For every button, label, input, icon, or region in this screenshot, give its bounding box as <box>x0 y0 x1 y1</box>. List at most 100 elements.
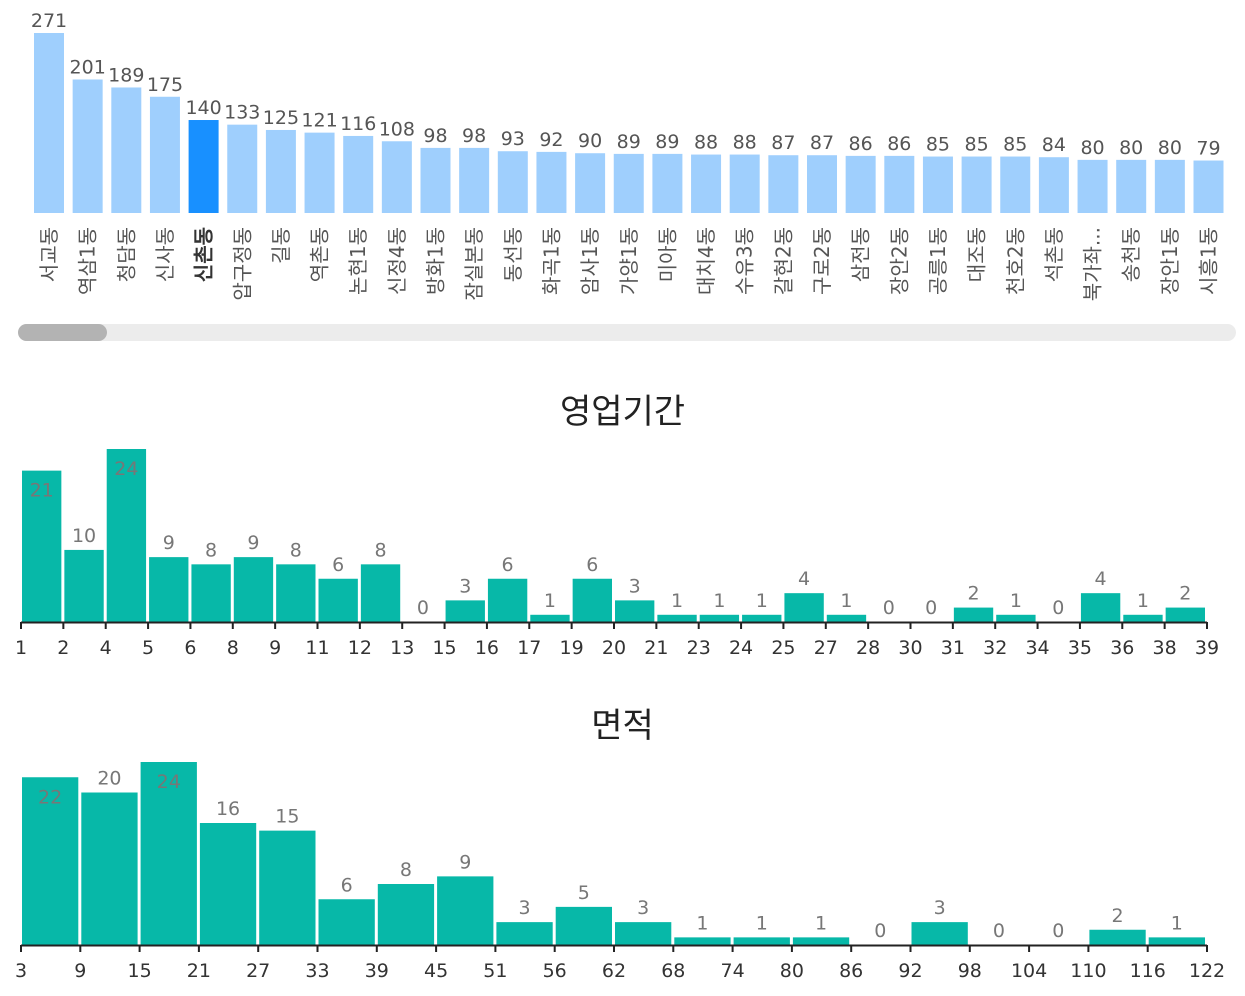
bar-value-label: 1 <box>696 912 708 934</box>
histogram-bar <box>742 614 782 622</box>
bar <box>420 147 451 213</box>
category-label: 석촌동 <box>1042 227 1066 282</box>
bar-value-label: 1 <box>1010 590 1022 612</box>
x-tick-label: 122 <box>1189 960 1225 982</box>
bar-value-label: 3 <box>629 575 641 597</box>
x-tick-label: 116 <box>1130 960 1166 982</box>
x-tick-label: 21 <box>644 637 668 659</box>
bar <box>768 155 799 213</box>
category-label: 가양1동 <box>617 227 641 295</box>
bar-value-label: 0 <box>1052 920 1064 942</box>
x-tick-label: 51 <box>483 960 507 982</box>
category-label: 방화1동 <box>424 227 448 295</box>
x-tick-label: 15 <box>432 637 456 659</box>
bar-value-label: 1 <box>756 590 768 612</box>
bar <box>1038 157 1069 213</box>
bar-value-label: 1 <box>756 912 768 934</box>
category-label: 압구정동 <box>230 227 254 301</box>
histogram-bar <box>259 830 316 945</box>
bar <box>691 154 722 213</box>
bar-value-label: 21 <box>30 480 54 502</box>
category-label: 삼전동 <box>849 227 873 282</box>
bar <box>1077 159 1108 213</box>
histogram-bar <box>377 884 435 945</box>
x-tick-label: 98 <box>958 960 982 982</box>
histogram-bar <box>233 557 274 622</box>
bar-value-label: 16 <box>216 798 240 820</box>
bar-value-label: 92 <box>539 129 563 151</box>
x-tick-label: 19 <box>560 637 584 659</box>
x-tick-label: 6 <box>184 637 196 659</box>
bar-value-label: 93 <box>501 128 525 150</box>
bar-value-label: 10 <box>72 525 96 547</box>
bar <box>343 135 374 213</box>
histogram-bar <box>674 937 731 945</box>
bar-value-label: 2 <box>1179 583 1191 605</box>
bar-value-label: 0 <box>417 597 429 619</box>
bar-value-label: 87 <box>771 132 795 154</box>
category-label: 신촌동 <box>192 227 216 282</box>
x-tick-label: 16 <box>475 637 499 659</box>
histogram-bar <box>360 564 401 622</box>
x-tick-label: 8 <box>227 637 239 659</box>
histogram-bar <box>1148 937 1205 945</box>
x-tick-label: 92 <box>898 960 922 982</box>
dong-bar-chart: 271 서교동 201 역삼1동 189 청담동 175 신사동 140 신촌동 133 압구정동 12… <box>31 10 1224 301</box>
histogram-bar <box>530 614 570 622</box>
bar-value-label: 8 <box>290 539 302 561</box>
x-tick-label: 33 <box>305 960 329 982</box>
category-label: 미아동 <box>655 227 679 282</box>
bar-value-label: 89 <box>617 131 641 153</box>
bar-value-label: 1 <box>1137 590 1149 612</box>
bar <box>884 155 915 213</box>
x-tick-label: 68 <box>661 960 685 982</box>
x-tick-label: 28 <box>856 637 880 659</box>
x-tick-label: 9 <box>269 637 281 659</box>
bar <box>34 33 64 213</box>
bar-value-label: 121 <box>301 110 337 132</box>
histogram-bar <box>496 922 553 945</box>
category-label: 신정4동 <box>385 227 409 295</box>
bar-value-label: 0 <box>993 920 1005 942</box>
bar-value-label: 201 <box>70 56 106 78</box>
bar <box>1193 160 1224 213</box>
histogram-bar <box>445 600 485 622</box>
x-tick-label: 110 <box>1070 960 1106 982</box>
bar-value-label: 98 <box>462 125 486 147</box>
histogram-bar <box>555 906 612 945</box>
bar <box>807 155 837 213</box>
x-tick-label: 4 <box>100 637 112 659</box>
histogram-bar <box>22 777 79 945</box>
chart-scrollbar[interactable] <box>18 324 1236 341</box>
bar <box>188 120 219 213</box>
bar-value-label: 0 <box>883 597 895 619</box>
category-label: 역촌동 <box>308 227 332 282</box>
x-tick-label: 38 <box>1153 637 1177 659</box>
bar <box>381 141 412 213</box>
bar <box>304 132 335 213</box>
category-label: 대치4동 <box>694 227 718 295</box>
category-label: 암사1동 <box>578 227 602 295</box>
histogram-bar <box>615 600 655 622</box>
bar <box>922 156 953 213</box>
histogram-bar <box>1089 929 1146 945</box>
histogram-bar <box>953 607 994 622</box>
category-label: 동선동 <box>501 227 525 282</box>
x-tick-label: 62 <box>602 960 626 982</box>
x-tick-label: 74 <box>721 960 745 982</box>
x-tick-label: 21 <box>187 960 211 982</box>
bar-value-label: 6 <box>341 874 353 896</box>
x-tick-label: 80 <box>780 960 804 982</box>
x-tick-label: 56 <box>543 960 567 982</box>
histogram-bar <box>318 578 358 622</box>
bar-value-label: 1 <box>713 590 725 612</box>
x-tick-label: 27 <box>246 960 270 982</box>
category-label: 청담동 <box>114 227 138 282</box>
bar-value-label: 80 <box>1158 137 1182 159</box>
scrollbar-thumb[interactable] <box>18 324 107 341</box>
bar-value-label: 88 <box>694 132 718 154</box>
histogram-bar <box>699 614 740 622</box>
x-tick-label: 104 <box>1011 960 1047 982</box>
